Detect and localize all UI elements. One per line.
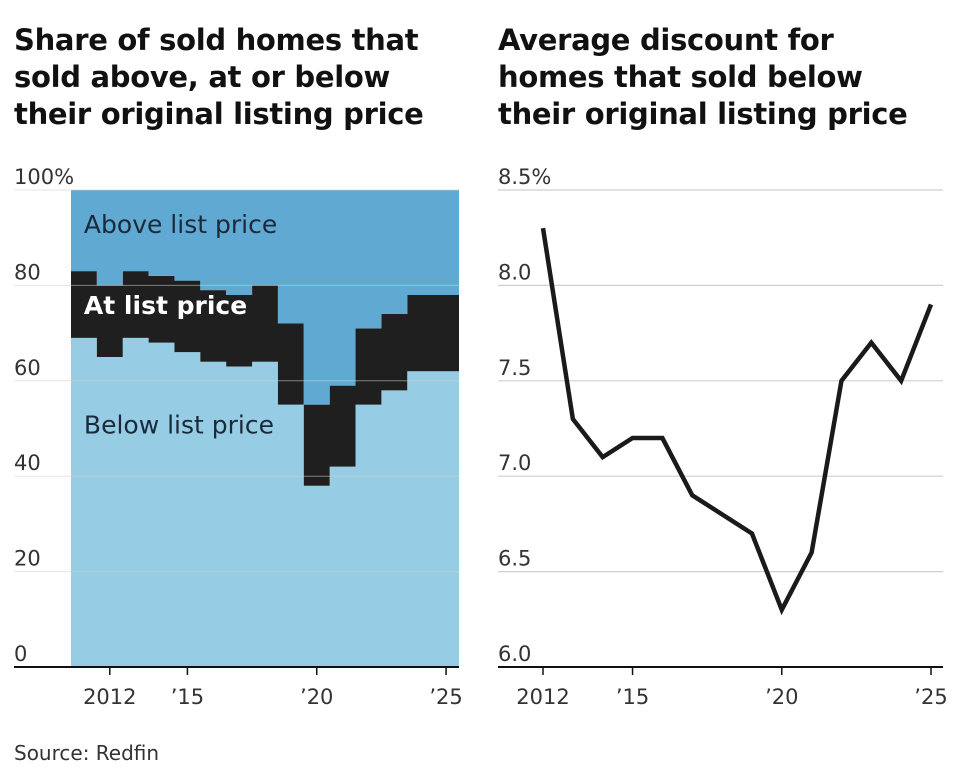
y-tick-label: 7.0 (498, 451, 531, 475)
y-tick-label: 6.5 (498, 547, 531, 571)
x-tick-label: ’15 (616, 685, 649, 709)
left-chart-title: Share of sold homes that sold above, at … (14, 23, 424, 131)
y-tick-label: 8.5% (498, 165, 551, 189)
y-tick-label: 40 (14, 451, 41, 475)
y-tick-label: 6.0 (498, 642, 531, 666)
x-tick-label: ’20 (300, 685, 333, 709)
x-tick-label: 2012 (83, 685, 136, 709)
series-area-below-list-price (71, 337, 459, 667)
series-label: Below list price (84, 410, 274, 439)
series-area-above-list-price (71, 190, 459, 405)
series-label: At list price (84, 291, 247, 320)
series-label: Above list price (84, 210, 277, 239)
series-line-average-discount (540, 227, 934, 616)
x-tick-label: 2012 (516, 685, 569, 709)
x-tick-label: ’25 (914, 685, 947, 709)
y-tick-label: 60 (14, 356, 41, 380)
x-tick-label: ’20 (765, 685, 798, 709)
x-tick-label: ’15 (171, 685, 204, 709)
y-tick-label: 20 (14, 547, 41, 571)
y-tick-label: 100% (14, 165, 74, 189)
x-tick-label: ’25 (429, 685, 462, 709)
right-chart-title: Average discount for homes that sold bel… (498, 23, 908, 131)
y-tick-label: 0 (14, 642, 27, 666)
series-area-at-list-price (71, 271, 459, 486)
y-tick-label: 8.0 (498, 260, 531, 284)
discount-line-chart: 6.0 6.5 7.0 7.5 8.0 8.5% 2012 ’15 ’20 ’25 (498, 165, 948, 709)
stacked-share-chart: 0 20 40 60 80 100% 2012 ’15 ’20 ’25 Above list pri… (14, 165, 463, 709)
y-tick-label: 7.5 (498, 356, 531, 380)
source-note: Source: Redfin (14, 741, 160, 765)
y-tick-label: 80 (14, 260, 41, 284)
